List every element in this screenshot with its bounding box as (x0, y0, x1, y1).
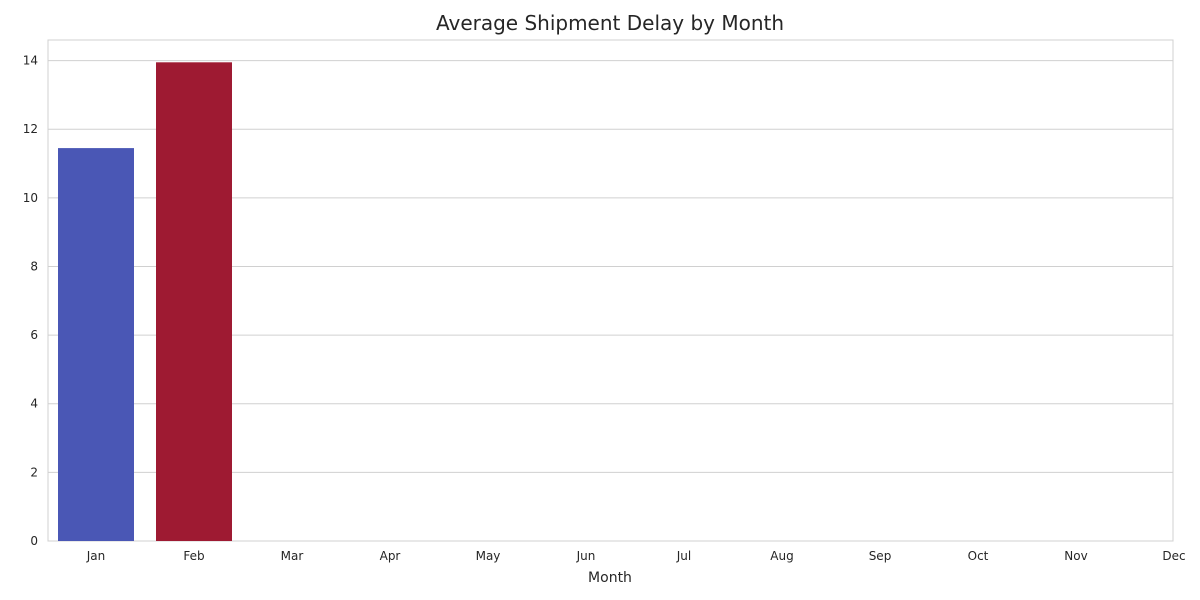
x-tick-label: Mar (281, 549, 304, 563)
x-tick-label: Jul (676, 549, 691, 563)
y-tick-label: 2 (30, 465, 38, 479)
x-tick-label: Jan (86, 549, 106, 563)
y-tick-label: 4 (30, 397, 38, 411)
y-tick-label: 0 (30, 534, 38, 548)
y-tick-label: 8 (30, 259, 38, 273)
bar-jan (58, 148, 134, 541)
grid-lines (48, 60, 1173, 542)
bar-feb (156, 62, 232, 541)
x-tick-label: Aug (770, 549, 793, 563)
y-tick-label: 14 (23, 54, 38, 68)
x-axis-label: Month (588, 570, 632, 586)
x-tick-label: Apr (380, 549, 401, 563)
y-axis-ticks: 0 2 4 6 8 10 12 14 (23, 54, 38, 548)
x-tick-label: May (476, 549, 501, 563)
x-tick-label: Feb (183, 549, 204, 563)
x-axis-ticks: Jan Feb Mar Apr May Jun Jul Aug Sep Oct Nov Dec (86, 549, 1186, 563)
x-tick-label: Jun (576, 549, 596, 563)
x-tick-label: Sep (869, 549, 892, 563)
x-tick-label: Nov (1064, 549, 1087, 563)
y-tick-label: 6 (30, 328, 38, 342)
y-tick-label: 10 (23, 191, 38, 205)
x-tick-label: Oct (968, 549, 989, 563)
chart-title: Average Shipment Delay by Month (436, 11, 784, 35)
bars (58, 62, 232, 541)
x-tick-label: Dec (1162, 549, 1185, 563)
plot-area (47, 39, 1174, 542)
y-tick-label: 12 (23, 122, 38, 136)
